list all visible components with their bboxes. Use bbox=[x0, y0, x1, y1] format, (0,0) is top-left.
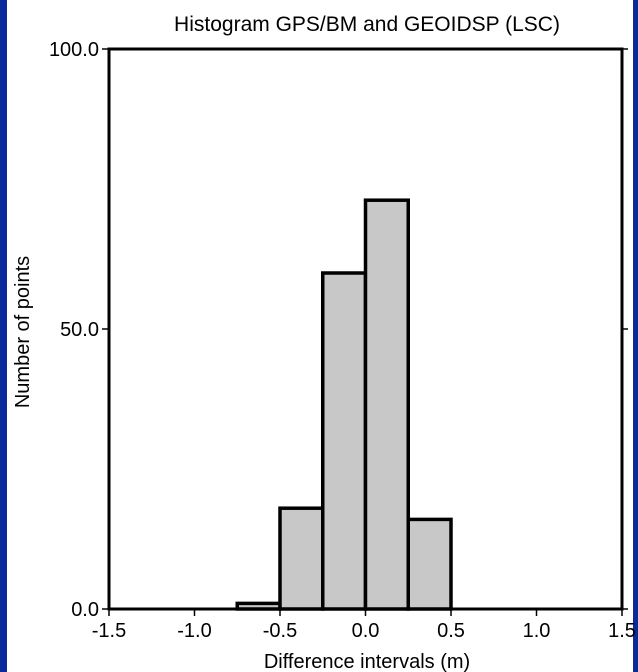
y-tick-label: 50.0 bbox=[60, 319, 99, 341]
x-tick-label: 1.0 bbox=[523, 620, 551, 642]
y-tick-label: 0.0 bbox=[71, 599, 99, 621]
x-tick-label: 1.5 bbox=[608, 620, 636, 642]
x-tick-label: -1.0 bbox=[177, 620, 211, 642]
bars-group bbox=[235, 198, 453, 611]
histogram-bar bbox=[363, 198, 410, 611]
x-axis-title: Difference intervals (m) bbox=[264, 651, 470, 672]
chart-title: Histogram GPS/BM and GEOIDSP (LSC) bbox=[174, 13, 560, 36]
x-tick-label: -0.5 bbox=[263, 620, 297, 642]
x-tick-label: 0.0 bbox=[352, 620, 380, 642]
y-tick-label: 100.0 bbox=[49, 39, 99, 61]
x-tick-label: -1.5 bbox=[92, 620, 126, 642]
y-axis-title: Number of points bbox=[12, 256, 34, 408]
histogram-bar bbox=[278, 506, 325, 611]
x-tick-label: 0.5 bbox=[437, 620, 465, 642]
histogram-bar bbox=[406, 517, 453, 611]
axes-group: -1.5 -1.0 -0.5 0.0 0.5 1.0 1.5 0.0 50.0 100.0 bbox=[49, 39, 636, 642]
histogram-bar bbox=[321, 271, 368, 611]
